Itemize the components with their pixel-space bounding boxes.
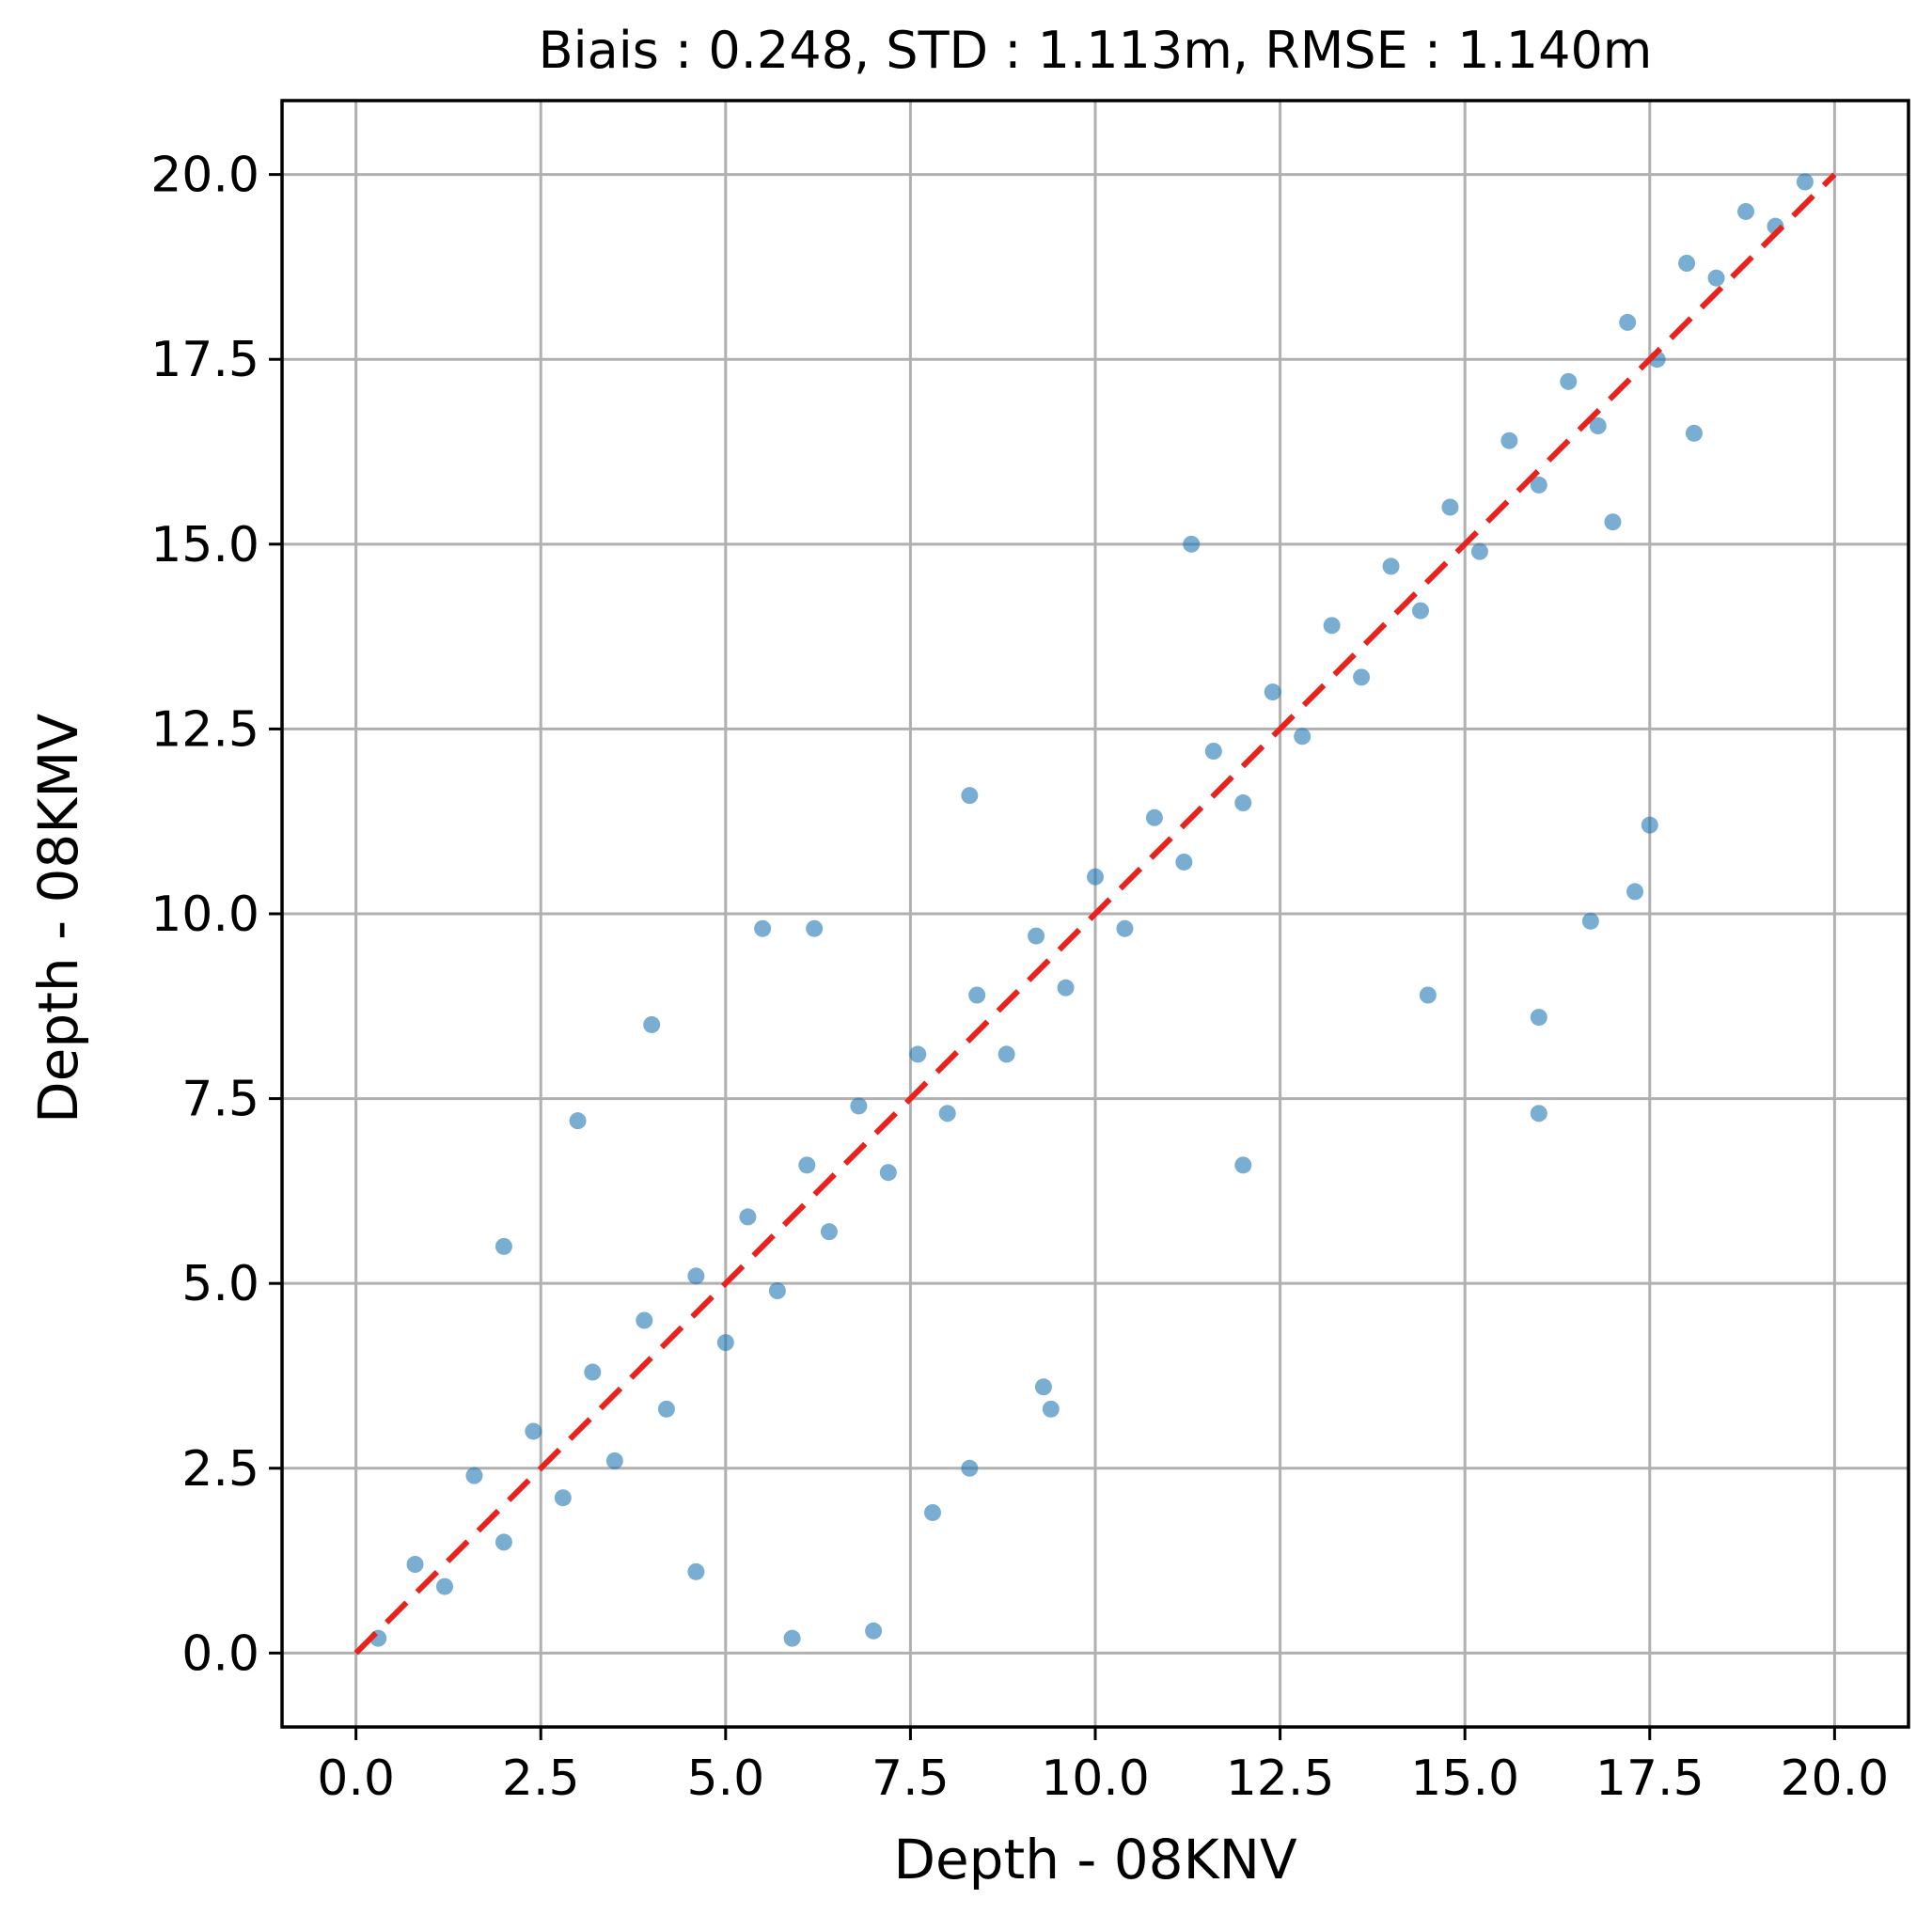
x-tick-label: 2.5 bbox=[502, 1750, 580, 1807]
data-point bbox=[1470, 542, 1488, 560]
data-point bbox=[1264, 683, 1281, 701]
data-point bbox=[687, 1562, 705, 1580]
data-point bbox=[1685, 424, 1703, 442]
data-point bbox=[1234, 1156, 1252, 1174]
data-point bbox=[879, 1164, 897, 1182]
data-point bbox=[997, 1045, 1015, 1063]
data-point bbox=[924, 1503, 941, 1521]
data-point bbox=[961, 787, 979, 805]
x-axis-label: Depth - 08KNV bbox=[893, 1828, 1297, 1891]
data-point bbox=[643, 1015, 661, 1033]
data-point bbox=[1042, 1400, 1060, 1418]
data-point bbox=[1641, 816, 1658, 834]
data-point bbox=[525, 1422, 542, 1440]
data-point bbox=[1323, 617, 1341, 635]
data-point bbox=[716, 1334, 734, 1352]
data-point bbox=[1678, 255, 1696, 272]
data-point bbox=[1183, 535, 1201, 553]
data-point bbox=[865, 1622, 883, 1640]
y-tick-label: 17.5 bbox=[150, 332, 259, 388]
data-point bbox=[1604, 513, 1622, 531]
data-point bbox=[584, 1363, 602, 1381]
x-axis-ticks: 0.0 2.5 5.0 7.5 10.0 12.5 15.0 17.5 20.0 bbox=[317, 1727, 1889, 1807]
data-point bbox=[1412, 602, 1429, 620]
data-point bbox=[636, 1311, 653, 1329]
x-tick-label: 17.5 bbox=[1595, 1750, 1704, 1807]
data-point bbox=[1294, 728, 1312, 746]
data-point bbox=[1034, 1378, 1052, 1396]
data-point bbox=[1626, 883, 1644, 901]
data-point bbox=[1028, 927, 1045, 945]
y-tick-label: 12.5 bbox=[150, 701, 259, 758]
data-point bbox=[1441, 498, 1459, 516]
data-point bbox=[1530, 1105, 1547, 1122]
x-tick-label: 10.0 bbox=[1041, 1750, 1150, 1807]
data-point bbox=[1145, 808, 1163, 826]
data-point bbox=[1796, 173, 1814, 191]
data-point bbox=[1382, 557, 1400, 575]
data-point bbox=[938, 1105, 956, 1122]
data-point bbox=[820, 1223, 838, 1241]
x-tick-label: 7.5 bbox=[872, 1750, 950, 1807]
data-point bbox=[1530, 1009, 1547, 1027]
data-point bbox=[1707, 269, 1725, 287]
y-tick-label: 7.5 bbox=[181, 1072, 259, 1128]
chart-title: Biais : 0.248, STD : 1.113m, RMSE : 1.14… bbox=[539, 21, 1653, 80]
data-point bbox=[1234, 794, 1252, 812]
data-point bbox=[687, 1267, 705, 1285]
data-point bbox=[768, 1282, 786, 1300]
data-point bbox=[739, 1208, 757, 1226]
data-point bbox=[465, 1467, 483, 1484]
data-point bbox=[1530, 476, 1547, 494]
data-point bbox=[1560, 372, 1578, 390]
data-point bbox=[1057, 979, 1075, 997]
data-point bbox=[961, 1459, 979, 1477]
data-point bbox=[1116, 919, 1134, 937]
y-tick-label: 10.0 bbox=[150, 887, 259, 943]
identity-reference-line bbox=[353, 172, 1837, 1656]
data-point bbox=[1737, 202, 1754, 220]
data-point bbox=[605, 1452, 623, 1469]
data-point bbox=[1087, 868, 1104, 886]
data-point bbox=[754, 919, 772, 937]
data-point bbox=[909, 1045, 927, 1063]
data-point bbox=[806, 919, 824, 937]
data-point bbox=[798, 1156, 816, 1174]
data-point bbox=[406, 1556, 424, 1573]
data-point bbox=[657, 1400, 675, 1418]
data-point bbox=[1175, 853, 1193, 871]
data-point bbox=[569, 1112, 587, 1130]
data-point bbox=[850, 1097, 868, 1115]
data-point bbox=[495, 1237, 512, 1255]
y-tick-label: 0.0 bbox=[181, 1625, 259, 1682]
data-point bbox=[436, 1578, 453, 1595]
data-point bbox=[554, 1489, 572, 1507]
y-tick-label: 15.0 bbox=[150, 517, 259, 573]
y-tick-label: 5.0 bbox=[181, 1256, 259, 1312]
data-point bbox=[1619, 313, 1637, 331]
x-tick-label: 12.5 bbox=[1226, 1750, 1335, 1807]
data-point bbox=[1589, 417, 1607, 434]
x-tick-label: 0.0 bbox=[317, 1750, 395, 1807]
data-point bbox=[1353, 668, 1371, 686]
data-point bbox=[495, 1533, 512, 1551]
x-tick-label: 15.0 bbox=[1410, 1750, 1519, 1807]
x-tick-label: 20.0 bbox=[1780, 1750, 1889, 1807]
y-tick-label: 20.0 bbox=[150, 148, 259, 204]
data-point bbox=[1419, 986, 1437, 1004]
data-points bbox=[369, 173, 1814, 1647]
x-tick-label: 5.0 bbox=[686, 1750, 764, 1807]
y-axis-ticks: 0.0 2.5 5.0 7.5 10.0 12.5 15.0 17.5 20.0 bbox=[150, 148, 282, 1682]
data-point bbox=[1500, 432, 1518, 449]
y-axis-label: Depth - 08KMV bbox=[26, 714, 90, 1123]
data-point bbox=[1581, 912, 1599, 930]
y-tick-label: 2.5 bbox=[181, 1441, 259, 1498]
data-point bbox=[1204, 743, 1222, 760]
data-point bbox=[968, 986, 986, 1004]
data-point bbox=[783, 1629, 801, 1647]
